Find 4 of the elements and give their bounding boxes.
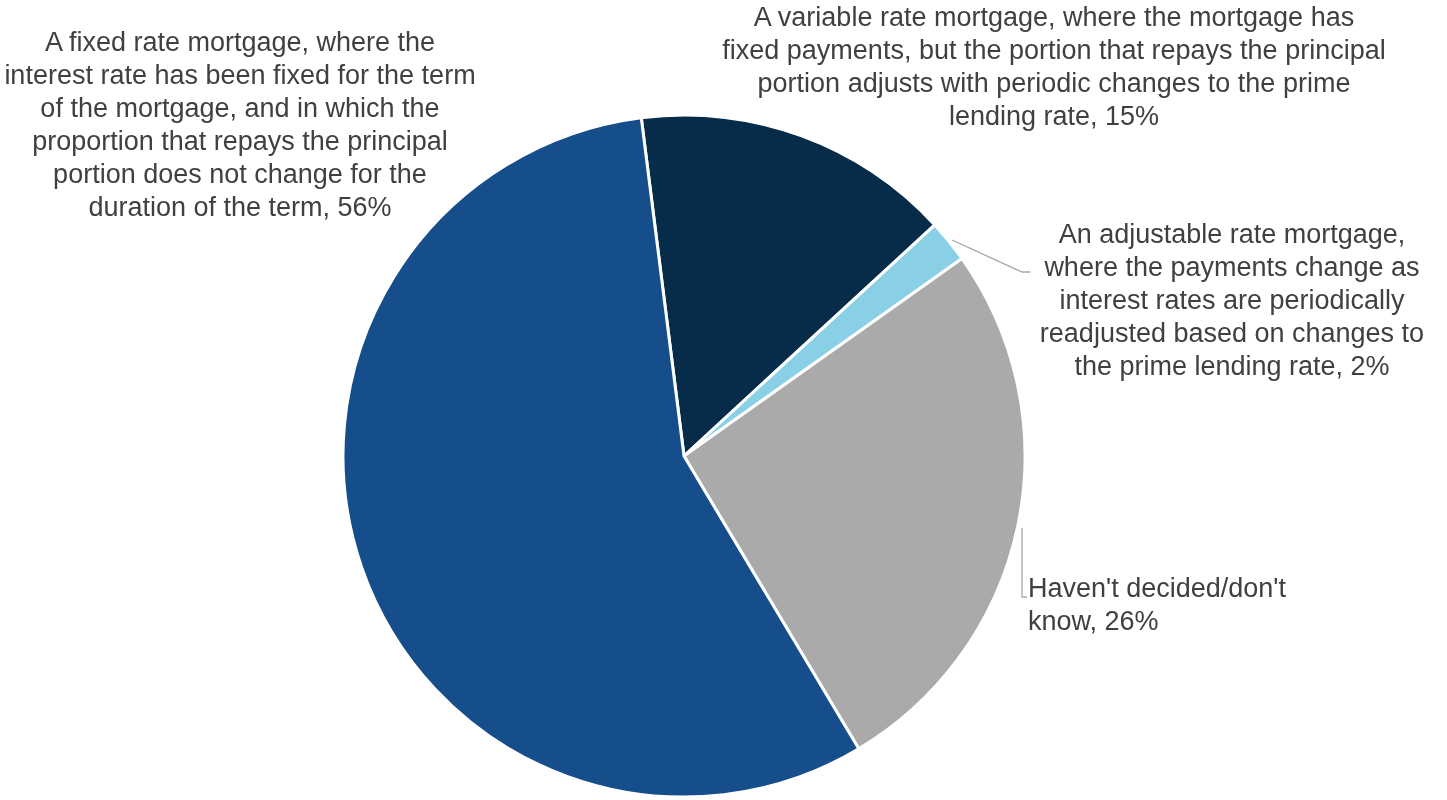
- slice-label: A fixed rate mortgage, where the interest rate has been fixed for the term of the mortgage, and in which the proportion that repays the principal portion does not change for the duration of the term, 56%: [4, 27, 476, 222]
- slice-label: An adjustable rate mortgage, where the payments change as interest rates are periodically readjusted based on changes to the prime lending rate, 2%: [1039, 219, 1425, 381]
- slice-label: A variable rate mortgage, where the mortgage has fixed payments, but the portion that repays the principal portion adjusts with periodic changes to the prime lending rate, 15%: [722, 2, 1386, 131]
- slice-label: Haven't decided/don't know, 26%: [1028, 573, 1287, 636]
